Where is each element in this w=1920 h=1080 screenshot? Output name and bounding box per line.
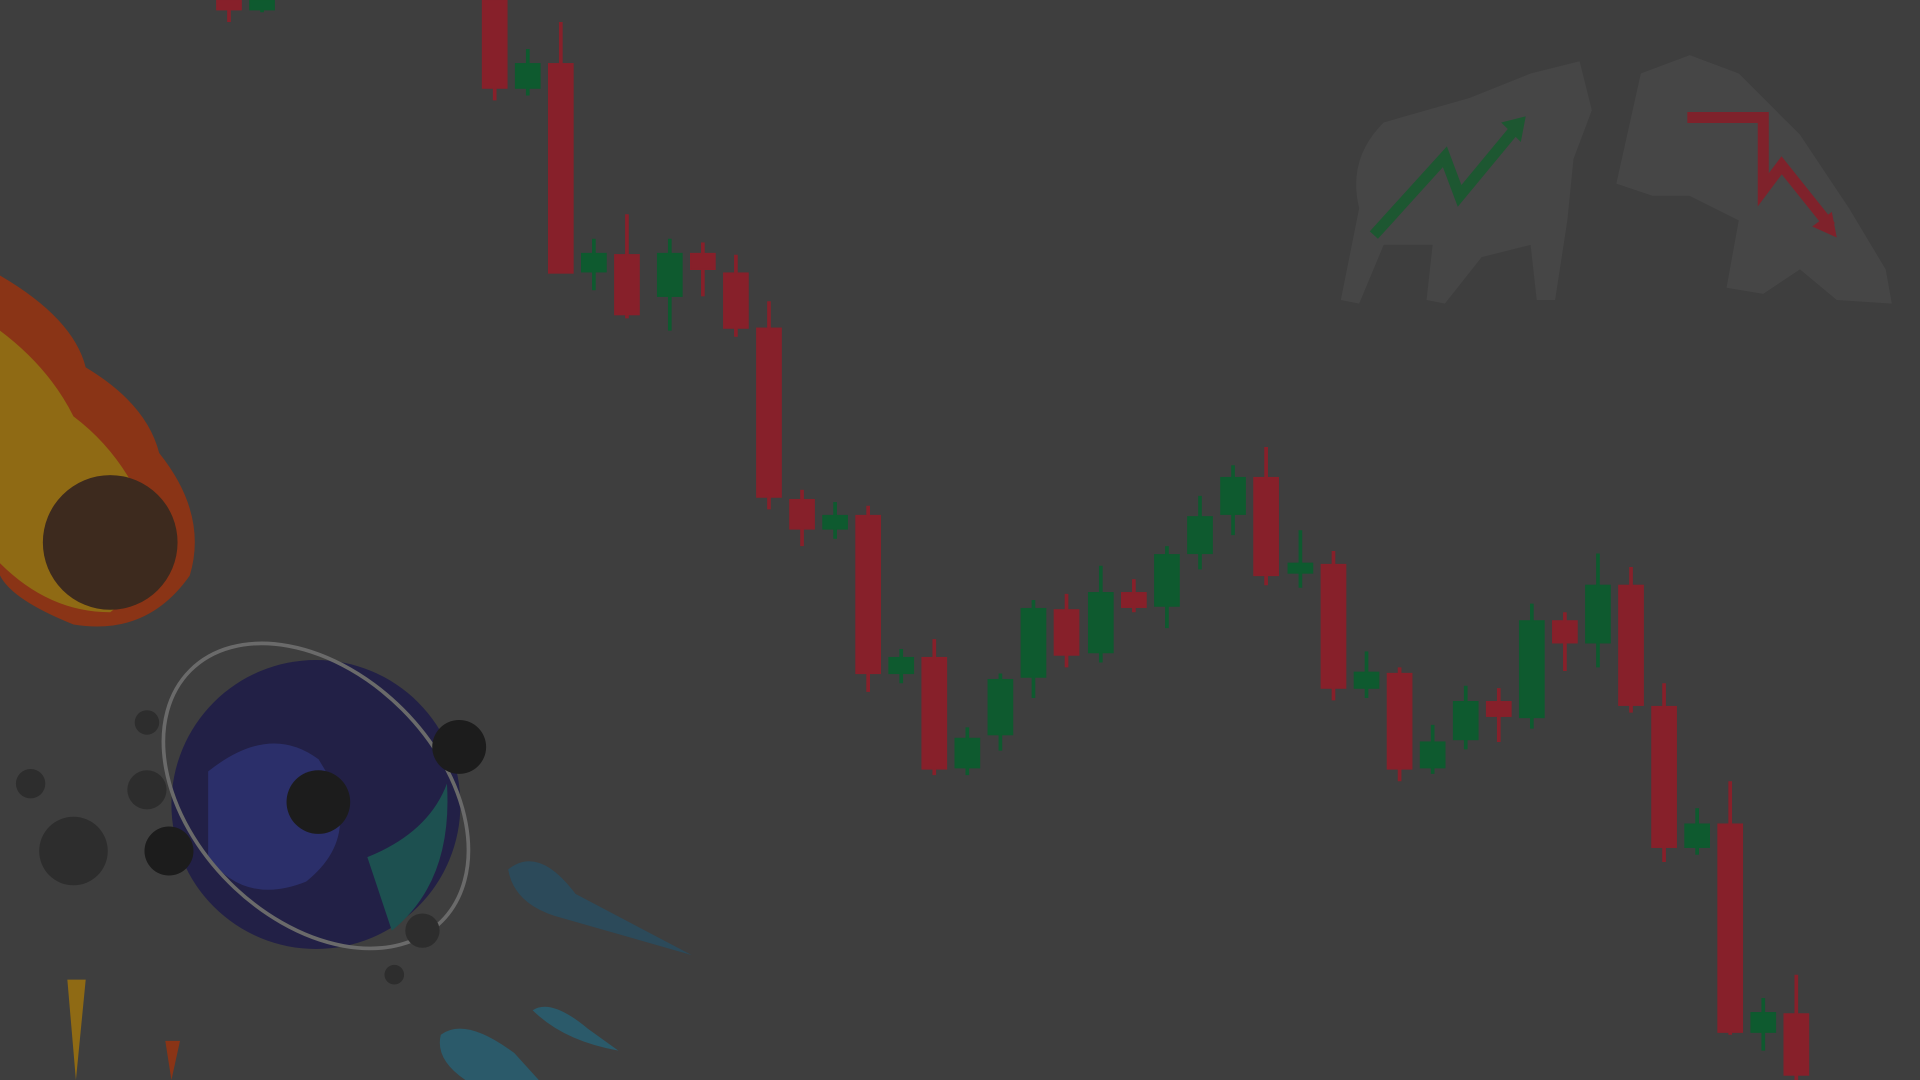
- bull-bear-illustration: [1340, 55, 1892, 304]
- candlesticks: [216, 0, 1810, 1080]
- globe-illustration: [15, 641, 692, 1080]
- fireball-illustration: [0, 275, 195, 627]
